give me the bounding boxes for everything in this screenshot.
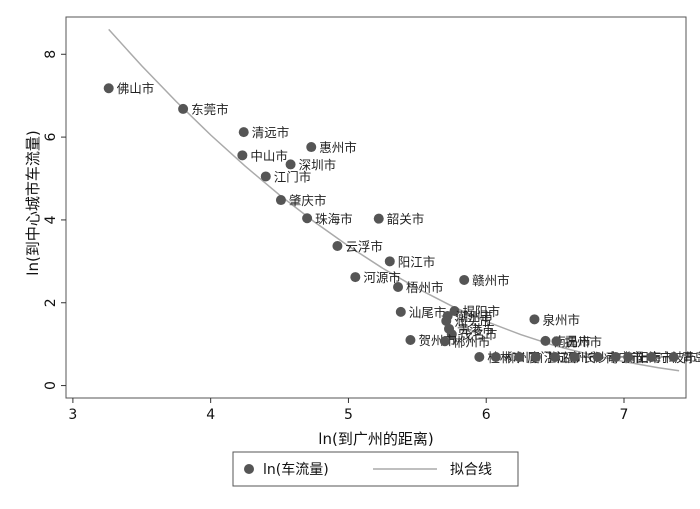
point-label: 江门市: [274, 169, 312, 184]
point-label: 惠州市: [319, 140, 357, 155]
point-label: 汕头市: [454, 314, 492, 329]
data-point: [550, 352, 561, 363]
point-label: 贵港市: [457, 322, 495, 337]
data-point: [530, 352, 541, 363]
data-point: [238, 127, 249, 138]
point-label: 河源市: [363, 270, 401, 285]
data-point: [592, 352, 603, 363]
data-point: [439, 336, 450, 347]
legend-marker-points: [244, 464, 254, 474]
legend-label-points: ln(车流量): [263, 461, 329, 478]
data-point: [459, 274, 470, 285]
data-point: [285, 159, 296, 170]
x-tick-label: 6: [482, 407, 491, 423]
x-axis-title: ln(到广州的距离): [318, 430, 433, 448]
data-point: [441, 315, 452, 326]
data-point: [529, 314, 540, 325]
point-label: 揭阳市: [463, 304, 501, 319]
x-tick-label: 7: [620, 407, 629, 423]
y-tick-label: 2: [43, 298, 59, 307]
data-point: [275, 195, 286, 206]
data-point: [490, 352, 501, 363]
legend-label-line: 拟合线: [450, 462, 492, 478]
data-point: [306, 142, 317, 153]
data-point: [332, 241, 343, 252]
data-point: [103, 83, 114, 94]
data-point: [302, 213, 313, 224]
data-point: [237, 150, 248, 161]
point-label: 清远市: [252, 125, 290, 140]
x-tick-label: 4: [206, 407, 215, 423]
point-label: 云浮市: [345, 239, 383, 254]
point-label: 韶关市: [387, 212, 425, 227]
plot-area-border: [65, 16, 687, 399]
data-point: [668, 352, 679, 363]
data-point: [449, 306, 460, 317]
point-label: 汕尾市: [409, 305, 447, 320]
point-label: 郴州市: [453, 334, 491, 349]
data-point: [514, 352, 525, 363]
data-point: [260, 171, 271, 182]
plot-frame: [65, 16, 687, 399]
data-point: [178, 103, 189, 114]
x-axis: 3 4 5 6 7: [68, 398, 628, 423]
y-tick-label: 0: [43, 381, 59, 390]
data-point: [395, 306, 406, 317]
point-label: 抚州市: [564, 334, 602, 349]
data-point: [610, 352, 621, 363]
point-label: 贺州市: [418, 333, 456, 348]
point-label: 南昌市: [553, 334, 591, 349]
point-label: 青岛市: [682, 350, 700, 365]
data-point: [474, 352, 485, 363]
point-label: 梧州市: [406, 280, 444, 295]
fit-line-layer: [108, 28, 680, 372]
y-tick-label: 4: [43, 215, 59, 224]
data-point: [540, 335, 551, 346]
point-label: 佛山市: [117, 81, 155, 96]
data-point: [405, 335, 416, 346]
data-point: [646, 352, 657, 363]
y-tick-label: 6: [43, 133, 59, 142]
data-point: [623, 352, 634, 363]
y-tick-label: 8: [43, 50, 59, 59]
fit-line: [108, 28, 680, 372]
data-point: [384, 256, 395, 267]
x-tick-label: 5: [344, 407, 353, 423]
legend: ln(车流量) 拟合线: [232, 451, 519, 487]
data-point: [350, 272, 361, 283]
data-point: [446, 329, 457, 340]
point-label: 阳江市: [398, 254, 436, 269]
point-label: 东莞市: [191, 102, 229, 117]
data-point: [569, 352, 580, 363]
point-label: 深圳市: [299, 157, 337, 172]
point-label: 茂名市: [460, 327, 498, 342]
point-label: 潮州市: [456, 309, 494, 324]
point-label: 珠海市: [315, 211, 353, 226]
data-point: [551, 336, 562, 347]
point-label: 肇庆市: [289, 193, 327, 208]
point-label: 泉州市: [542, 312, 580, 327]
data-point: [393, 282, 404, 293]
x-tick-label: 3: [68, 407, 77, 423]
y-axis-title: ln(到中心城市车流量): [24, 130, 42, 275]
point-label: 中山市: [250, 148, 288, 163]
point-label: 赣州市: [472, 273, 510, 288]
y-axis: 0 2 4 6 8: [43, 50, 66, 390]
data-point: [373, 213, 384, 224]
